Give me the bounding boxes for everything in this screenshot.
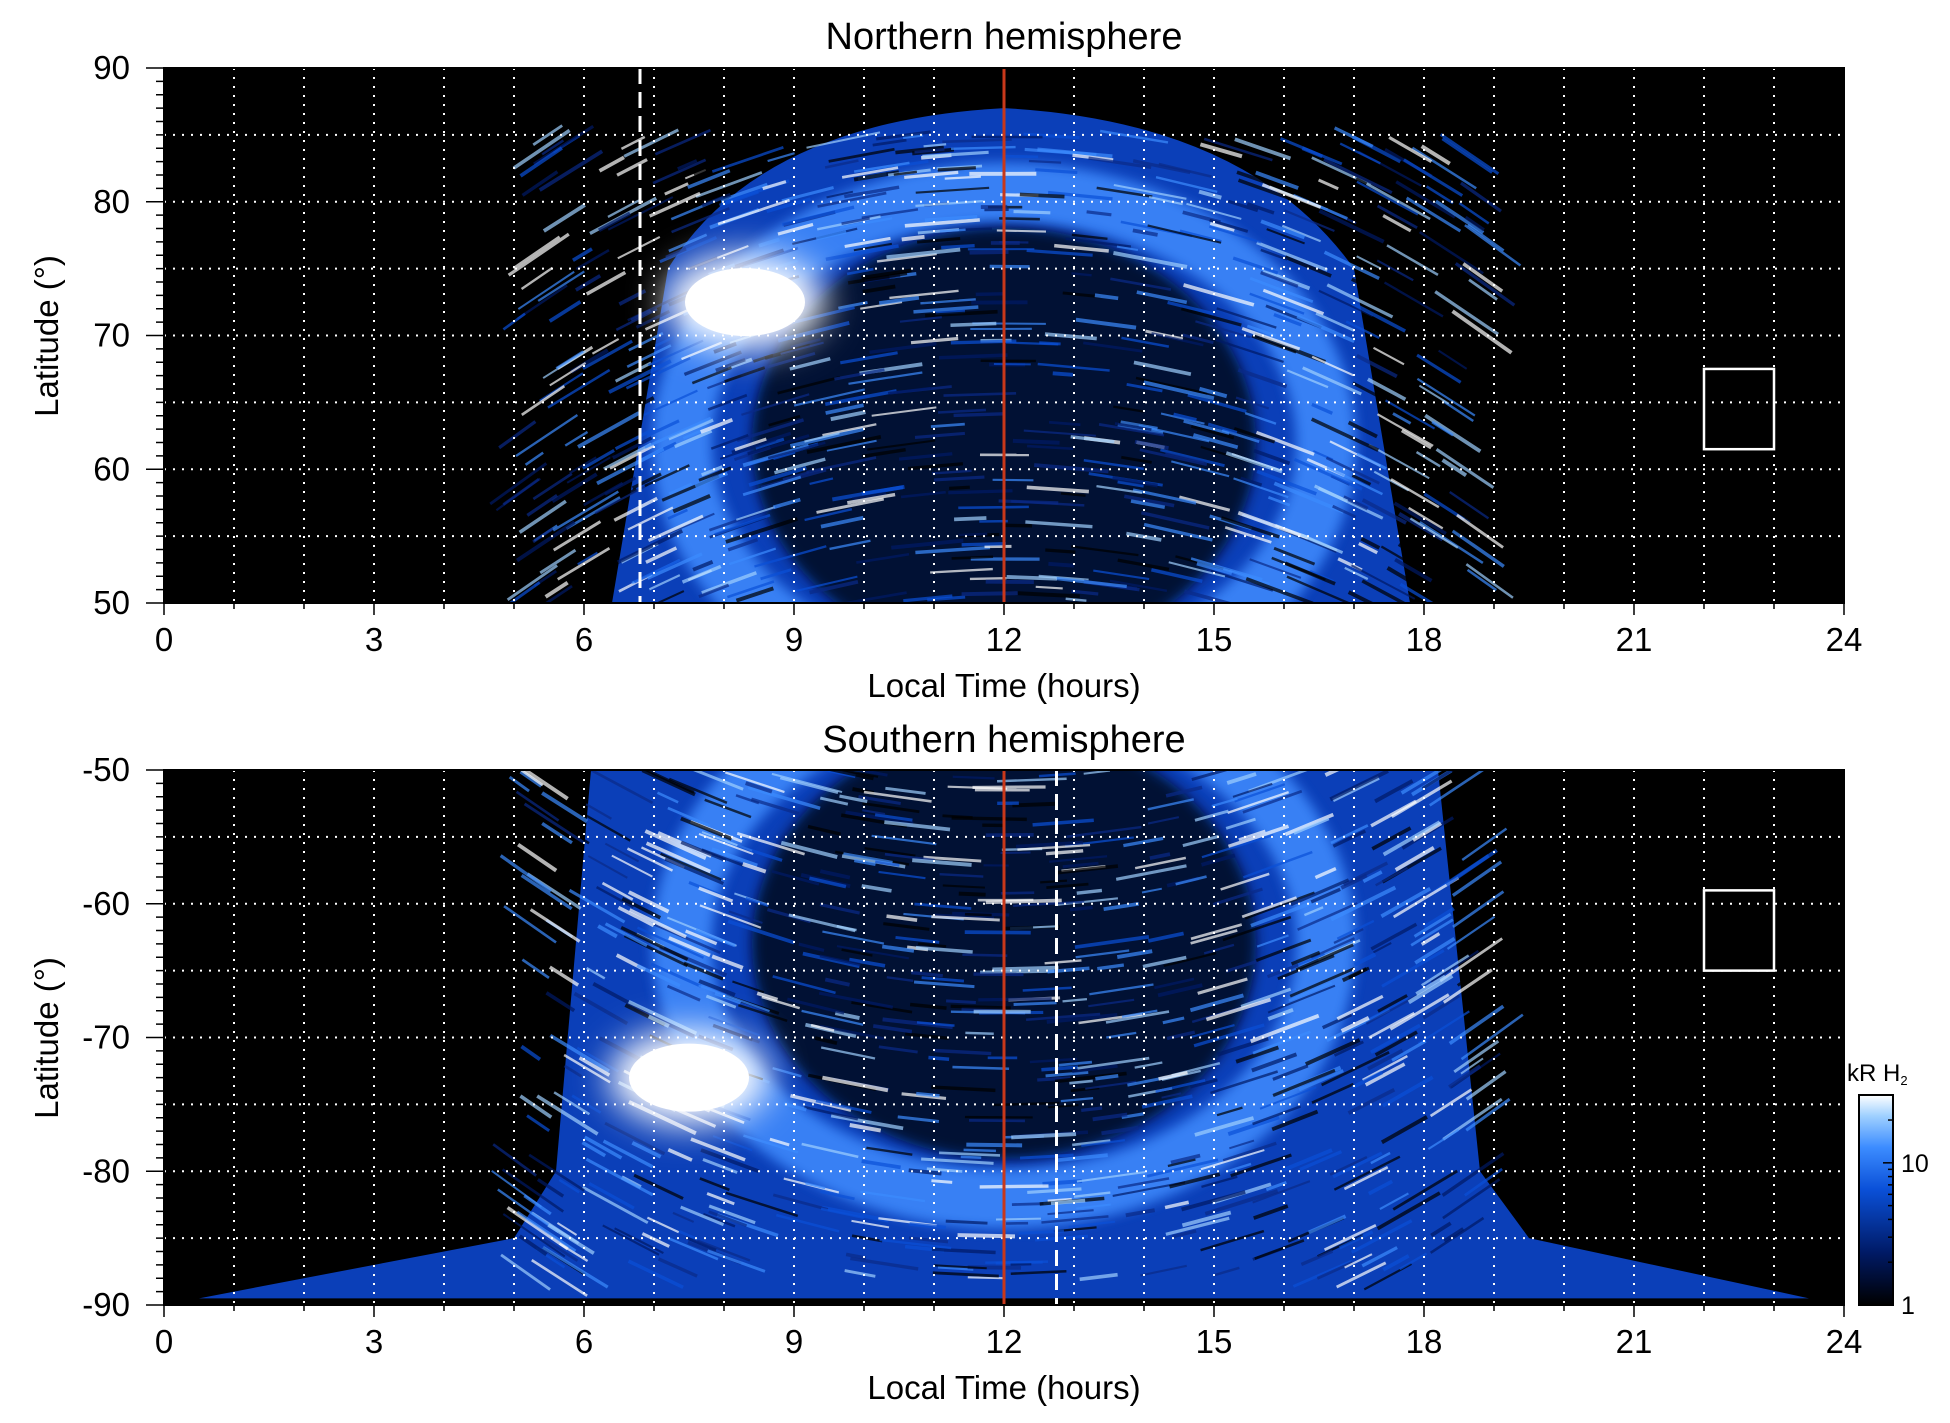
north-reference-box	[1702, 367, 1776, 451]
south-reference-box	[1702, 889, 1776, 972]
north-x-tick-label: 6	[575, 621, 593, 658]
south-x-tick-label: 21	[1616, 1323, 1653, 1360]
north-grid	[164, 68, 1844, 603]
north-x-tick-label: 0	[155, 621, 173, 658]
south-y-tick-label: -80	[82, 1152, 130, 1189]
colorbar-label: kR H2	[1847, 1060, 1908, 1088]
south-grid	[164, 770, 1844, 1305]
south-reference-lines	[1002, 770, 1776, 1305]
north-y-tick-label: 90	[93, 49, 130, 86]
north-x-tick-label: 15	[1196, 621, 1233, 658]
south-x-tick-label: 9	[785, 1323, 803, 1360]
south-title: Southern hemisphere	[822, 719, 1185, 761]
north-x-tick-label: 3	[365, 621, 383, 658]
south-axes: 0 3 6 9 12 15 18 21 24 -90 -80 -70 -60 -50	[82, 751, 1862, 1360]
north-y-tick-label: 50	[93, 584, 130, 621]
north-x-tick-label: 21	[1616, 621, 1653, 658]
south-streak-texture	[491, 770, 1524, 1297]
south-y-tick-label: -60	[82, 885, 130, 922]
north-title: Northern hemisphere	[826, 16, 1183, 58]
north-x-tick-label: 12	[986, 621, 1023, 658]
north-y-tick-label: 60	[93, 450, 130, 487]
south-y-tick-label: -90	[82, 1286, 130, 1323]
south-x-tick-label: 12	[986, 1323, 1023, 1360]
north-reference-lines	[638, 68, 1776, 603]
north-x-tick-label: 18	[1406, 621, 1443, 658]
south-x-axis-label: Local Time (hours)	[867, 1369, 1140, 1406]
colorbar-ticks: 1 10	[1883, 1094, 1929, 1320]
south-x-tick-label: 3	[365, 1323, 383, 1360]
north-x-axis-label: Local Time (hours)	[867, 667, 1140, 704]
colorbar-tick-label: 10	[1901, 1150, 1929, 1178]
south-y-axis-label: Latitude (°)	[28, 957, 65, 1119]
southern-panel: Southern hemisphere 0 3 6 9 12 15 18 21 24 -90 -80…	[28, 719, 1862, 1406]
south-x-tick-label: 0	[155, 1323, 173, 1360]
north-axes: 0 3 6 9 12 15 18 21 24 50 60 70 80 90	[93, 49, 1862, 658]
south-x-tick-label: 24	[1826, 1323, 1863, 1360]
north-x-tick-label: 9	[785, 621, 803, 658]
north-y-tick-label: 70	[93, 317, 130, 354]
north-x-tick-label: 24	[1826, 621, 1863, 658]
south-x-tick-label: 15	[1196, 1323, 1233, 1360]
northern-panel: Northern hemisphere 0 3 6 9 12 15 18 21 24 50 60 70…	[28, 16, 1862, 704]
south-x-tick-label: 6	[575, 1323, 593, 1360]
south-bright-spot-core	[629, 1043, 749, 1112]
south-y-tick-label: -70	[82, 1019, 130, 1056]
north-y-axis-label: Latitude (°)	[28, 255, 65, 417]
colorbar-tick-label: 1	[1901, 1292, 1915, 1320]
south-x-tick-label: 18	[1406, 1323, 1443, 1360]
colorbar-gradient	[1858, 1094, 1894, 1306]
north-bright-spot-core	[685, 268, 805, 337]
colorbar: kR H2 1 10	[1847, 1060, 1929, 1320]
north-y-tick-label: 80	[93, 183, 130, 220]
south-y-tick-label: -50	[82, 751, 130, 788]
